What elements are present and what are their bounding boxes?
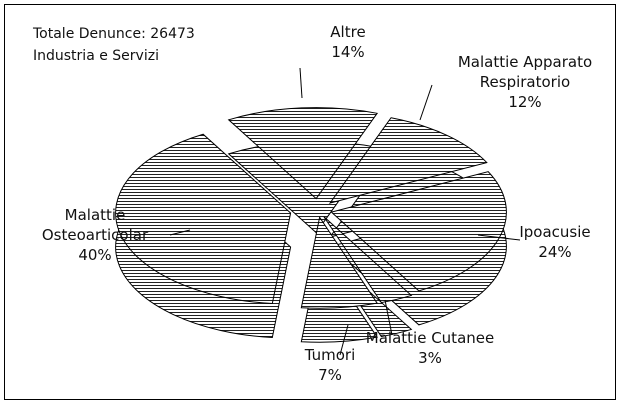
pie-slice xyxy=(227,107,379,200)
slice-label: Malattie Osteoarticolar 40% xyxy=(10,205,180,265)
pie-slice xyxy=(323,216,413,304)
slice-label: Malattie Cutanee 3% xyxy=(360,328,500,368)
slice-label: Altre 14% xyxy=(308,22,388,62)
category-label: Tumori xyxy=(304,346,356,364)
pie-slice xyxy=(115,133,292,305)
category-label: Malattie Osteoarticolar xyxy=(41,206,149,244)
leader-line xyxy=(299,67,303,99)
leader-line xyxy=(339,324,349,356)
value-label: 24% xyxy=(538,243,572,261)
chart-frame xyxy=(4,4,616,400)
annotation: Totale Denunce: 26473 xyxy=(33,26,195,42)
leader-line xyxy=(384,299,393,336)
category-label: Ipoacusie xyxy=(519,223,591,241)
pie-slice xyxy=(300,215,379,309)
category-label: Malattie Cutanee xyxy=(365,329,495,347)
slice-label: Tumori 7% xyxy=(295,345,365,385)
pie-slice xyxy=(328,117,488,204)
value-label: 40% xyxy=(78,246,112,264)
slice-label: Malattie Apparato Respiratorio 12% xyxy=(430,52,620,112)
value-label: 7% xyxy=(318,366,342,384)
leader-line xyxy=(169,229,191,236)
leader-line xyxy=(419,84,433,121)
value-label: 3% xyxy=(418,349,442,367)
category-label: Altre xyxy=(330,23,366,41)
slice-label: Ipoacusie 24% xyxy=(510,222,600,262)
category-label: Malattie Apparato Respiratorio xyxy=(457,53,593,91)
value-label: 14% xyxy=(331,43,365,61)
pie-slice xyxy=(330,171,507,292)
value-label: 12% xyxy=(508,93,542,111)
annotation: Industria e Servizi xyxy=(33,48,159,64)
leader-line xyxy=(477,234,521,241)
